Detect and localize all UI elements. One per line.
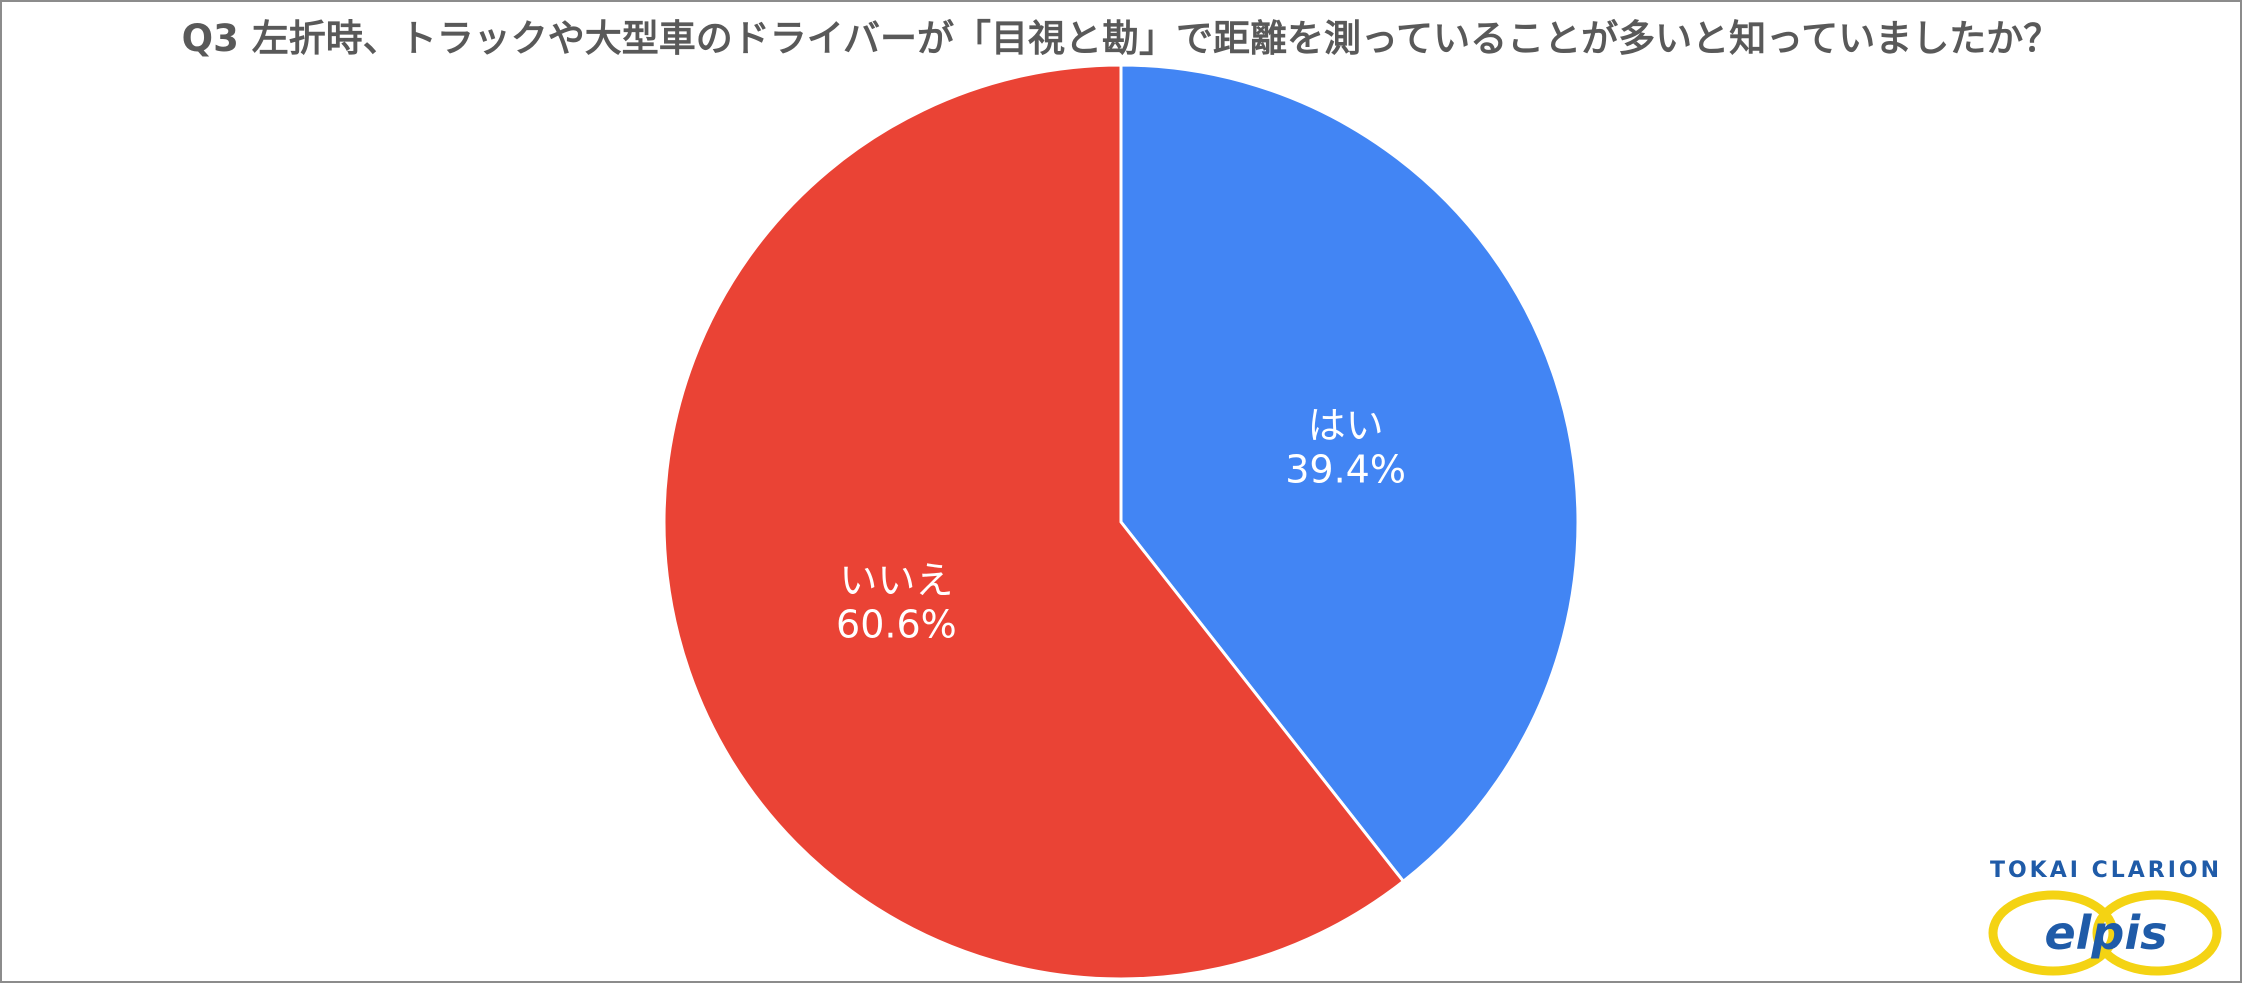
pie-slices <box>662 63 1580 981</box>
slice-value-label-1: 39.4% <box>1285 447 1406 491</box>
logo-brand-text: TOKAI CLARION <box>1989 858 2223 883</box>
slice-value-label-2: 60.6% <box>836 603 957 647</box>
slice-label-2: いいえ <box>839 559 953 603</box>
logo-ring-right <box>2092 890 2222 976</box>
brand-logo: TOKAI CLARION elpis <box>1975 852 2237 980</box>
pie-slice-1 <box>1119 63 1580 884</box>
chart-title: Q3 左折時、トラックや大型車のドライバーが「目視と勘」で距離を測っていることが… <box>181 17 2061 60</box>
logo-ring-left <box>1988 890 2118 976</box>
logo-product-text: elpis <box>2044 906 2167 960</box>
slice-label-1: はい <box>1308 403 1384 447</box>
pie-slice-2 <box>662 63 1406 981</box>
elpis-logo-mark: elpis <box>1988 890 2222 976</box>
